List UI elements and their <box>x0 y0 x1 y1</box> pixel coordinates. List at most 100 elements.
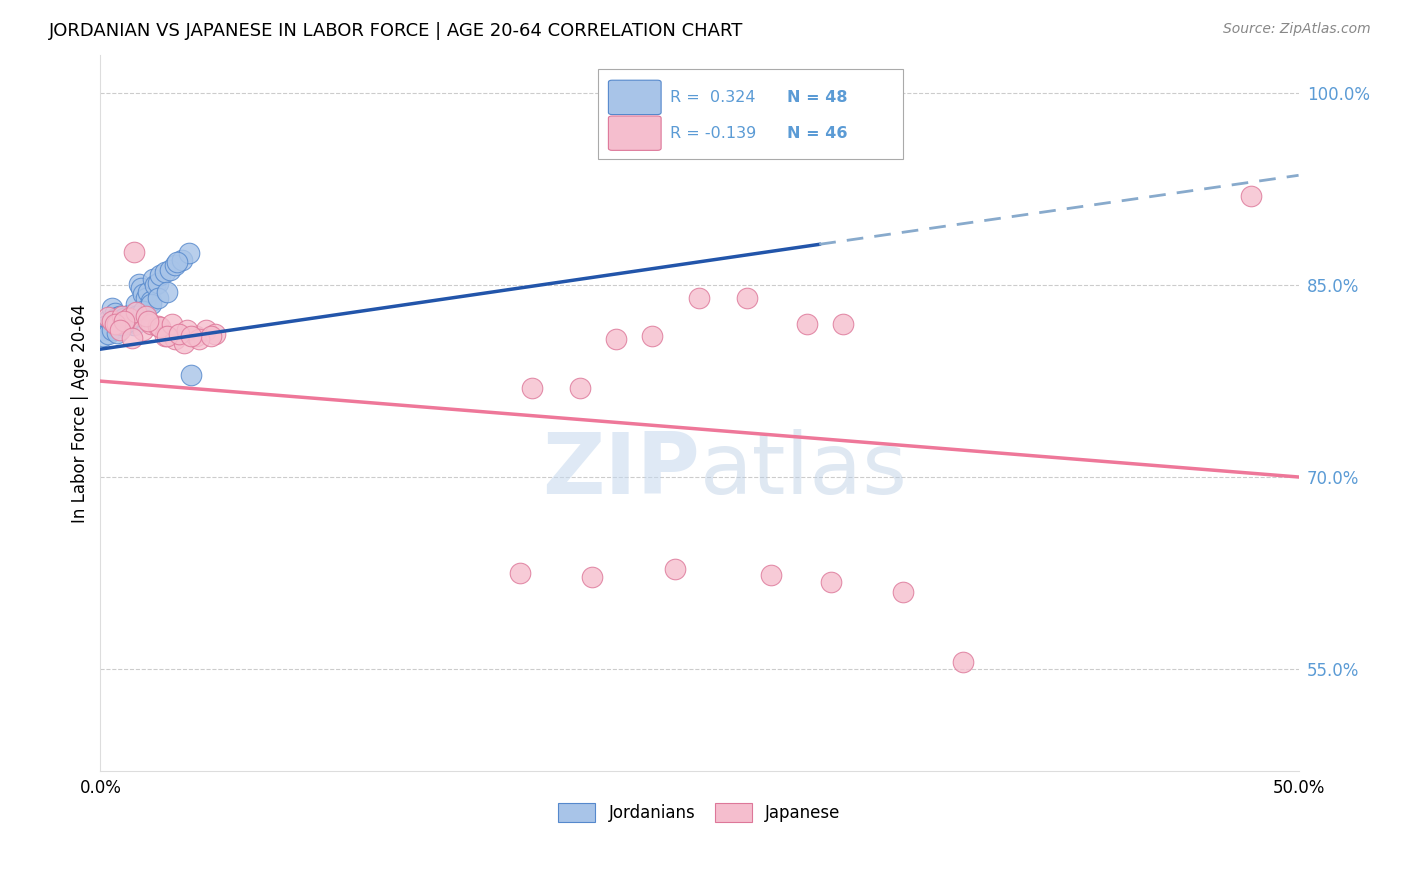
Point <box>688 291 710 305</box>
Point <box>200 329 222 343</box>
Point <box>163 258 186 272</box>
Point <box>146 276 169 290</box>
Point <box>145 278 167 293</box>
Point <box>187 332 209 346</box>
Point <box>176 323 198 337</box>
Text: Source: ZipAtlas.com: Source: ZipAtlas.com <box>1223 22 1371 37</box>
Point <box>98 322 121 336</box>
Point <box>96 312 118 326</box>
Point <box>121 331 143 345</box>
Point <box>146 291 169 305</box>
Text: N = 46: N = 46 <box>787 126 848 141</box>
Point <box>128 277 150 291</box>
FancyBboxPatch shape <box>609 116 661 151</box>
Point <box>118 308 141 322</box>
Point <box>173 335 195 350</box>
Point <box>104 317 127 331</box>
Point <box>108 309 131 323</box>
Point <box>796 317 818 331</box>
Point <box>122 318 145 332</box>
Point <box>111 309 134 323</box>
Text: N = 48: N = 48 <box>787 90 848 105</box>
Point <box>101 301 124 316</box>
Point <box>149 320 172 334</box>
Point <box>180 329 202 343</box>
Text: R =  0.324: R = 0.324 <box>669 90 755 105</box>
Point <box>91 329 114 343</box>
Point <box>605 332 627 346</box>
Point <box>136 285 159 299</box>
Point <box>761 568 783 582</box>
Point <box>115 317 138 331</box>
Point <box>104 306 127 320</box>
Point <box>163 332 186 346</box>
Point <box>105 317 128 331</box>
Point <box>108 315 131 329</box>
Point <box>125 305 148 319</box>
Point <box>132 323 155 337</box>
Point <box>105 326 128 340</box>
Point <box>891 585 914 599</box>
Point <box>101 323 124 337</box>
Point <box>105 310 128 325</box>
Point <box>204 326 226 341</box>
Point <box>101 314 124 328</box>
Point <box>104 318 127 332</box>
Point <box>568 380 591 394</box>
Point <box>135 291 157 305</box>
Point <box>156 329 179 343</box>
Point <box>96 310 118 325</box>
FancyBboxPatch shape <box>609 80 661 114</box>
Point <box>111 314 134 328</box>
Point <box>132 287 155 301</box>
Point <box>121 315 143 329</box>
Point <box>139 297 162 311</box>
Point <box>118 311 141 326</box>
Point <box>166 255 188 269</box>
Point <box>135 309 157 323</box>
Point <box>146 319 169 334</box>
Point <box>177 246 200 260</box>
Point <box>112 311 135 326</box>
Point <box>118 314 141 328</box>
Y-axis label: In Labor Force | Age 20-64: In Labor Force | Age 20-64 <box>72 303 89 523</box>
Point <box>1240 188 1263 202</box>
Point <box>832 317 855 331</box>
Point <box>142 272 165 286</box>
Point <box>136 314 159 328</box>
Point <box>115 315 138 329</box>
Point <box>664 562 686 576</box>
Text: R = -0.139: R = -0.139 <box>669 126 756 141</box>
Legend: Jordanians, Japanese: Jordanians, Japanese <box>550 795 849 830</box>
Point <box>159 263 181 277</box>
Point <box>98 317 121 331</box>
Point <box>96 326 118 341</box>
Point <box>581 570 603 584</box>
Point <box>112 314 135 328</box>
Point <box>156 285 179 299</box>
Text: JORDANIAN VS JAPANESE IN LABOR FORCE | AGE 20-64 CORRELATION CHART: JORDANIAN VS JAPANESE IN LABOR FORCE | A… <box>49 22 744 40</box>
Point <box>194 323 217 337</box>
Point <box>952 656 974 670</box>
Point <box>162 317 184 331</box>
Point <box>820 574 842 589</box>
Point <box>111 318 134 332</box>
Point <box>640 329 662 343</box>
Point <box>132 303 155 318</box>
Text: atlas: atlas <box>699 429 907 512</box>
Point <box>139 293 162 308</box>
Point <box>108 323 131 337</box>
Text: ZIP: ZIP <box>541 429 699 512</box>
Point <box>153 329 176 343</box>
Point <box>169 326 191 341</box>
Point <box>186 329 208 343</box>
Point <box>129 281 152 295</box>
Point <box>509 566 531 580</box>
Point <box>170 252 193 267</box>
Point <box>91 323 114 337</box>
Point <box>112 311 135 326</box>
Point <box>149 268 172 282</box>
Point <box>125 309 148 323</box>
Point <box>139 317 162 331</box>
Point <box>122 245 145 260</box>
